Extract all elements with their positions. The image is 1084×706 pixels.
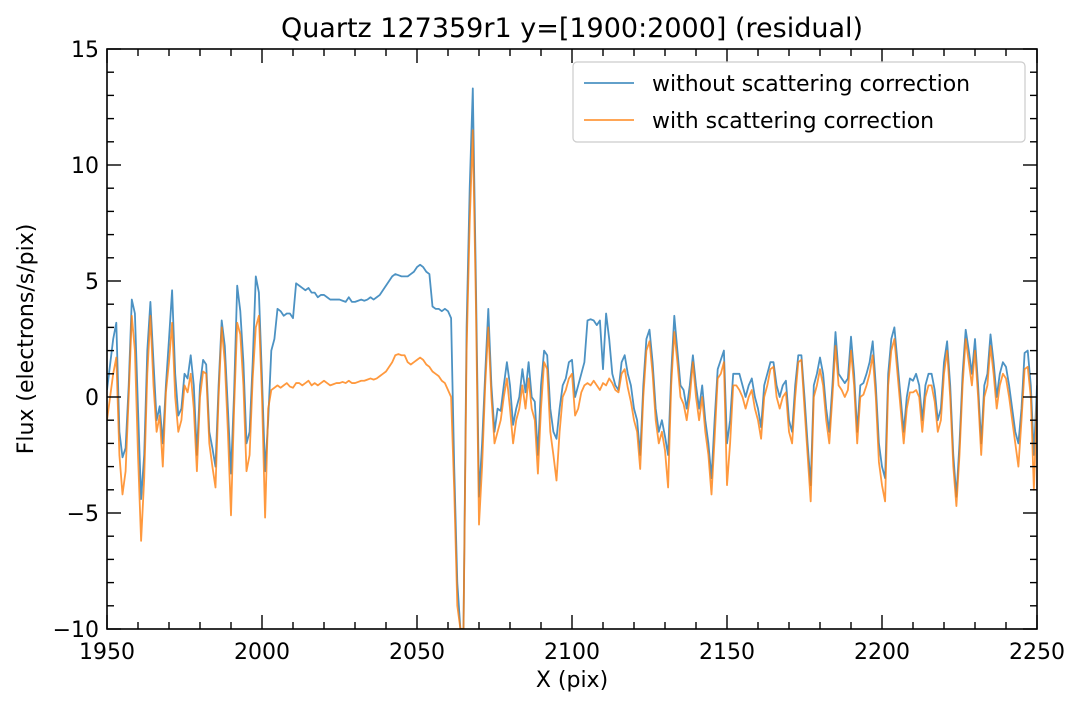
x-tick-label: 2200: [854, 640, 910, 665]
y-tick-labels: −10 −5 0 5 10 15: [53, 38, 99, 643]
series-layer: [107, 87, 1037, 629]
x-tick-label: 2050: [389, 640, 445, 665]
x-axis-label: X (pix): [536, 668, 608, 693]
x-tick-label: 2250: [1009, 640, 1065, 665]
legend-box: [572, 61, 1026, 143]
x-tick-label: 2000: [234, 640, 290, 665]
series-line-with-correction: [107, 129, 1037, 629]
y-tick-label: 5: [85, 270, 99, 295]
y-tick-label: 15: [71, 38, 99, 63]
x-tick-label: 1950: [79, 640, 135, 665]
y-tick-label: 10: [71, 154, 99, 179]
tick-layer: [106, 48, 1038, 630]
y-tick-label: −10: [53, 618, 99, 643]
legend-label-without-correction: without scattering correction: [652, 72, 970, 97]
chart-title: Quartz 127359r1 y=[1900:2000] (residual): [281, 13, 863, 44]
y-tick-label: 0: [85, 386, 99, 411]
x-tick-label: 2150: [699, 640, 755, 665]
legend-label-with-correction: with scattering correction: [652, 109, 934, 134]
series-line-without-correction: [107, 87, 1037, 629]
x-tick-labels: 1950 2000 2050 2100 2150 2200 2250: [79, 640, 1065, 665]
x-tick-label: 2100: [544, 640, 600, 665]
y-tick-label: −5: [67, 502, 99, 527]
legend: without scattering correction with scatt…: [572, 61, 1026, 143]
y-axis-label: Flux (electrons/s/pix): [14, 224, 39, 455]
